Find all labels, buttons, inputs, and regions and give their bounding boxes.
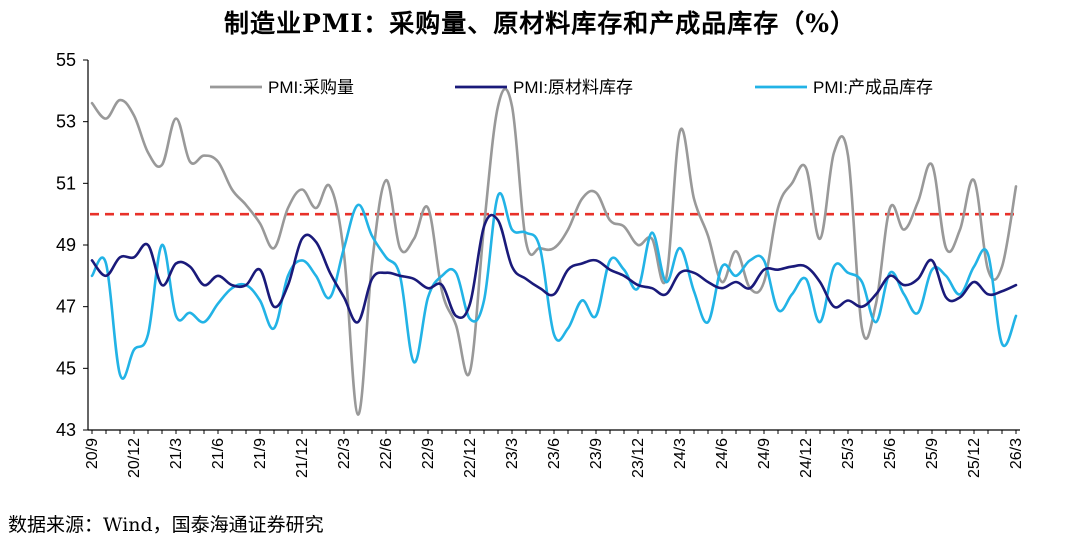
x-tick-label: 22/3 — [336, 438, 353, 469]
y-tick-label: 43 — [56, 420, 76, 440]
x-tick-label: 22/6 — [378, 438, 395, 469]
x-tick-label: 24/3 — [672, 438, 689, 469]
x-axis: 20/9 20/12 21/3 21/6 21/9 21/12 22/3 22/6 22/9 22… — [84, 429, 1025, 478]
x-tick-label: 22/12 — [462, 438, 479, 478]
y-tick-label: 55 — [56, 50, 76, 70]
x-tick-label: 20/9 — [84, 438, 101, 469]
y-axis: 43 45 47 49 51 53 55 — [56, 50, 89, 440]
x-tick-label: 22/9 — [420, 438, 437, 469]
series-layer — [90, 87, 1018, 416]
x-tick-label: 21/12 — [294, 438, 311, 478]
x-tick-label: 24/12 — [798, 438, 815, 478]
x-tick-label: 24/9 — [756, 438, 773, 469]
legend: PMI:采购量 PMI:原材料库存 PMI:产成品库存 — [210, 78, 933, 97]
x-tick-label: 25/12 — [966, 438, 983, 478]
y-tick-label: 51 — [56, 173, 76, 193]
x-tick-label: 23/3 — [504, 438, 521, 469]
legend-label: PMI:产成品库存 — [813, 78, 933, 97]
x-tick-label: 26/3 — [1008, 438, 1025, 469]
source-note: 数据来源：Wind，国泰海通证券研究 — [8, 514, 324, 536]
y-tick-label: 45 — [56, 358, 76, 378]
y-tick-label: 47 — [56, 297, 76, 317]
series-line-raw-material-inventory — [90, 213, 1018, 324]
x-tick-label: 25/9 — [924, 438, 941, 469]
y-tick-label: 49 — [56, 235, 76, 255]
x-tick-label: 25/6 — [882, 438, 899, 469]
series-line-purchase — [90, 87, 1018, 416]
x-tick-label: 21/9 — [252, 438, 269, 469]
x-tick-label: 20/12 — [126, 438, 143, 478]
x-tick-label: 24/6 — [714, 438, 731, 469]
x-tick-label: 23/6 — [546, 438, 563, 469]
y-tick-label: 53 — [56, 112, 76, 132]
x-tick-label: 23/9 — [588, 438, 605, 469]
x-tick-label: 21/3 — [168, 438, 185, 469]
legend-label: PMI:原材料库存 — [513, 78, 633, 97]
chart-title: 制造业PMI：采购量、原材料库存和产成品库存（%） — [224, 9, 856, 38]
series-line-finished-goods-inventory — [90, 191, 1018, 380]
x-tick-label: 23/12 — [630, 438, 647, 478]
x-tick-label: 25/3 — [840, 438, 857, 469]
legend-label: PMI:采购量 — [268, 78, 354, 97]
x-tick-label: 21/6 — [210, 438, 227, 469]
